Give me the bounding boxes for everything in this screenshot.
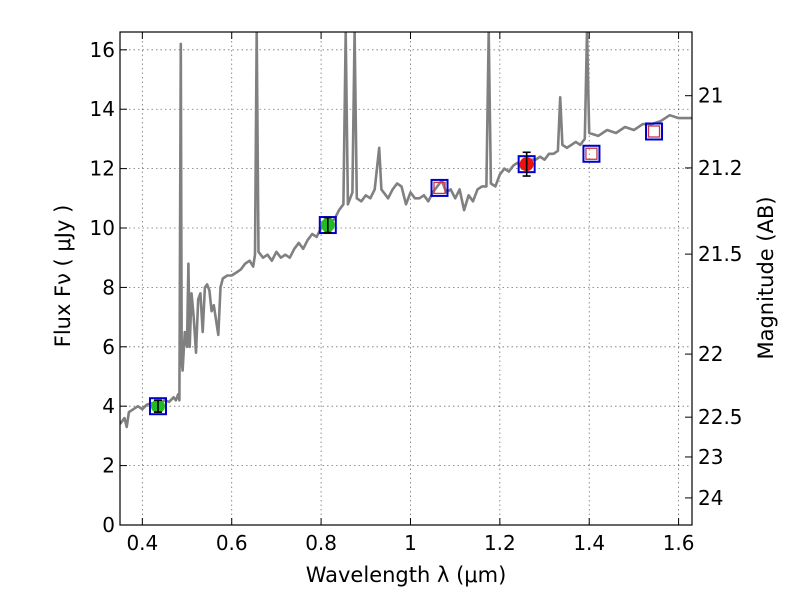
x-tick-label: 0.8 <box>305 531 337 555</box>
model-box <box>148 397 167 416</box>
x-tick-label: 0.4 <box>126 531 158 555</box>
y-tick-label: 12 <box>90 157 115 181</box>
mag-tick-label: 23 <box>698 445 723 469</box>
photometry-point <box>430 178 449 197</box>
y-tick-label: 6 <box>102 335 115 359</box>
photometry-point <box>582 144 601 163</box>
x-tick-label: 1.2 <box>484 531 516 555</box>
x-tick-label: 1 <box>404 531 417 555</box>
model-box <box>582 144 601 163</box>
mag-tick-label: 21.5 <box>698 242 743 266</box>
photometry-point <box>318 216 337 235</box>
photometry-point <box>517 151 536 177</box>
x-tick-label: 0.6 <box>216 531 248 555</box>
x-axis-label: Wavelength λ (μm) <box>306 563 507 587</box>
x-tick-label: 1.6 <box>663 531 695 555</box>
y-tick-label: 2 <box>102 454 115 478</box>
ticks: 0.4 0.6 0.8 1 1.2 1.4 1.602468101214162121.221… <box>90 32 743 555</box>
spectrum-layer <box>120 32 692 429</box>
spectrum-line <box>120 32 692 429</box>
y-tick-label: 16 <box>90 38 115 62</box>
mag-tick-label: 21.2 <box>698 156 743 180</box>
model-box <box>645 122 664 141</box>
y-axis-label-left: Flux Fν ( μJy ) <box>51 205 75 348</box>
plot-frame <box>119 31 693 526</box>
y-tick-label: 0 <box>102 513 115 537</box>
photometry-point <box>645 122 664 141</box>
upper-limit-marker <box>433 181 446 195</box>
y-tick-label: 14 <box>90 97 115 121</box>
x-tick-label: 1.4 <box>573 531 605 555</box>
mag-tick-label: 22.5 <box>698 405 743 429</box>
upper-limit-marker <box>647 125 661 138</box>
y-tick-label: 4 <box>102 394 115 418</box>
mag-tick-label: 24 <box>698 486 723 510</box>
mag-tick-label: 22 <box>698 342 723 366</box>
photometry-layer <box>148 122 664 416</box>
y-tick-label: 10 <box>90 216 115 240</box>
y-tick-label: 8 <box>102 275 115 299</box>
model-box <box>430 178 449 197</box>
grid <box>120 32 692 526</box>
upper-limit-marker <box>585 147 598 160</box>
photometry-point <box>148 397 167 416</box>
y-axis-label-right: Magnitude (AB) <box>754 196 778 359</box>
mag-tick-label: 21 <box>698 84 723 108</box>
